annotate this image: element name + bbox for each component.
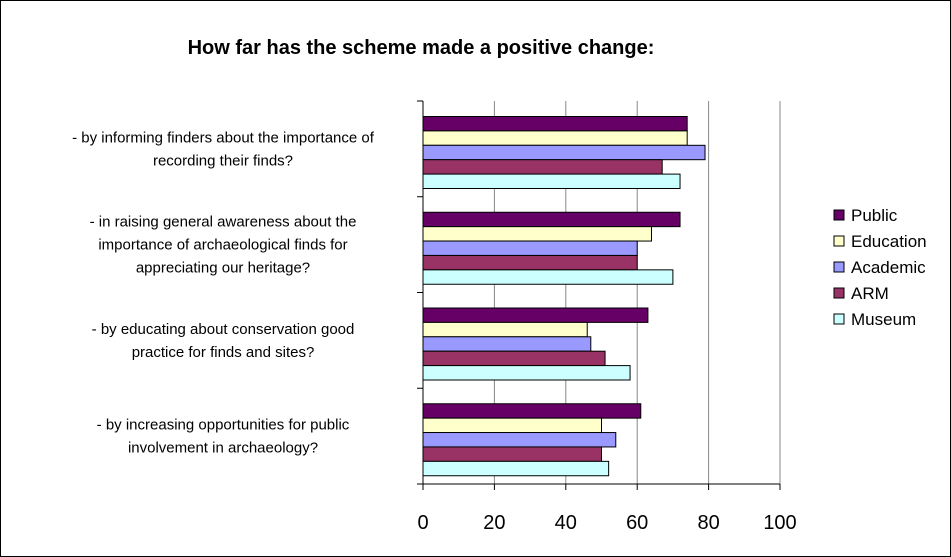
bar-public-2 — [422, 211, 681, 228]
x-tick-label: 40 — [555, 512, 577, 534]
bar-education-3 — [422, 321, 588, 338]
legend-label-public: Public — [851, 206, 898, 225]
legend-label-education: Education — [851, 232, 927, 251]
x-tick-label: 20 — [483, 512, 505, 534]
bar-arm-3 — [422, 350, 606, 367]
bar-education-1 — [422, 130, 688, 146]
bar-arm-1 — [422, 159, 663, 175]
bar-education-4 — [422, 417, 602, 434]
bar-public-1 — [422, 116, 688, 132]
bar-museum-4 — [422, 460, 610, 477]
bar-academic-4 — [422, 432, 617, 448]
legend-label-arm: ARM — [851, 284, 889, 303]
bar-arm-4 — [422, 446, 602, 462]
x-tick-label: 60 — [626, 512, 648, 534]
legend-label-museum: Museum — [851, 310, 916, 329]
legend-swatch-arm — [833, 287, 845, 299]
bar-academic-2 — [422, 240, 638, 256]
chart-title: How far has the scheme made a positive c… — [187, 37, 655, 59]
legend-swatch-museum — [833, 313, 845, 325]
bar-museum-3 — [422, 365, 631, 381]
x-tick-label: 80 — [697, 512, 719, 534]
x-tick-label: 100 — [763, 512, 796, 534]
bar-academic-1 — [422, 144, 706, 161]
category-label: - by educating about conservation good pr… — [92, 321, 355, 361]
category-label: - by increasing opportunities for public… — [97, 417, 350, 457]
legend-swatch-public — [833, 209, 845, 221]
bar-museum-1 — [422, 173, 681, 190]
legend-label-academic: Academic — [851, 258, 926, 277]
legend-swatch-education — [833, 235, 845, 247]
category-label: - in raising general awareness about the… — [90, 214, 357, 277]
bar-arm-2 — [422, 254, 638, 271]
bar-education-2 — [422, 226, 652, 242]
bar-public-4 — [422, 403, 642, 419]
category-label: - by informing finders about the importa… — [72, 129, 375, 169]
legend-swatch-academic — [833, 261, 845, 273]
bar-museum-2 — [422, 269, 674, 285]
bar-academic-3 — [422, 336, 592, 352]
bar-public-3 — [422, 307, 649, 323]
x-tick-label: 0 — [417, 512, 428, 534]
